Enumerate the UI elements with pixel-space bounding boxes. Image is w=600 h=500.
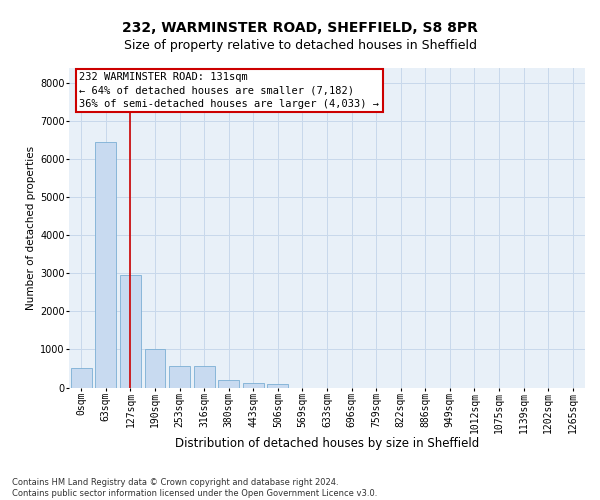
Bar	[145, 350, 166, 388]
Text: Size of property relative to detached houses in Sheffield: Size of property relative to detached ho…	[124, 40, 476, 52]
Y-axis label: Number of detached properties: Number of detached properties	[26, 146, 36, 310]
Bar	[71, 368, 92, 388]
Bar	[218, 380, 239, 388]
Bar	[120, 275, 141, 388]
Text: 232, WARMINSTER ROAD, SHEFFIELD, S8 8PR: 232, WARMINSTER ROAD, SHEFFIELD, S8 8PR	[122, 20, 478, 34]
Bar	[95, 142, 116, 388]
Bar	[169, 366, 190, 388]
Bar	[268, 384, 289, 388]
Text: 232 WARMINSTER ROAD: 131sqm
← 64% of detached houses are smaller (7,182)
36% of : 232 WARMINSTER ROAD: 131sqm ← 64% of det…	[79, 72, 379, 108]
Bar	[243, 382, 264, 388]
Text: Contains HM Land Registry data © Crown copyright and database right 2024.
Contai: Contains HM Land Registry data © Crown c…	[12, 478, 377, 498]
X-axis label: Distribution of detached houses by size in Sheffield: Distribution of detached houses by size …	[175, 437, 479, 450]
Bar	[194, 366, 215, 388]
